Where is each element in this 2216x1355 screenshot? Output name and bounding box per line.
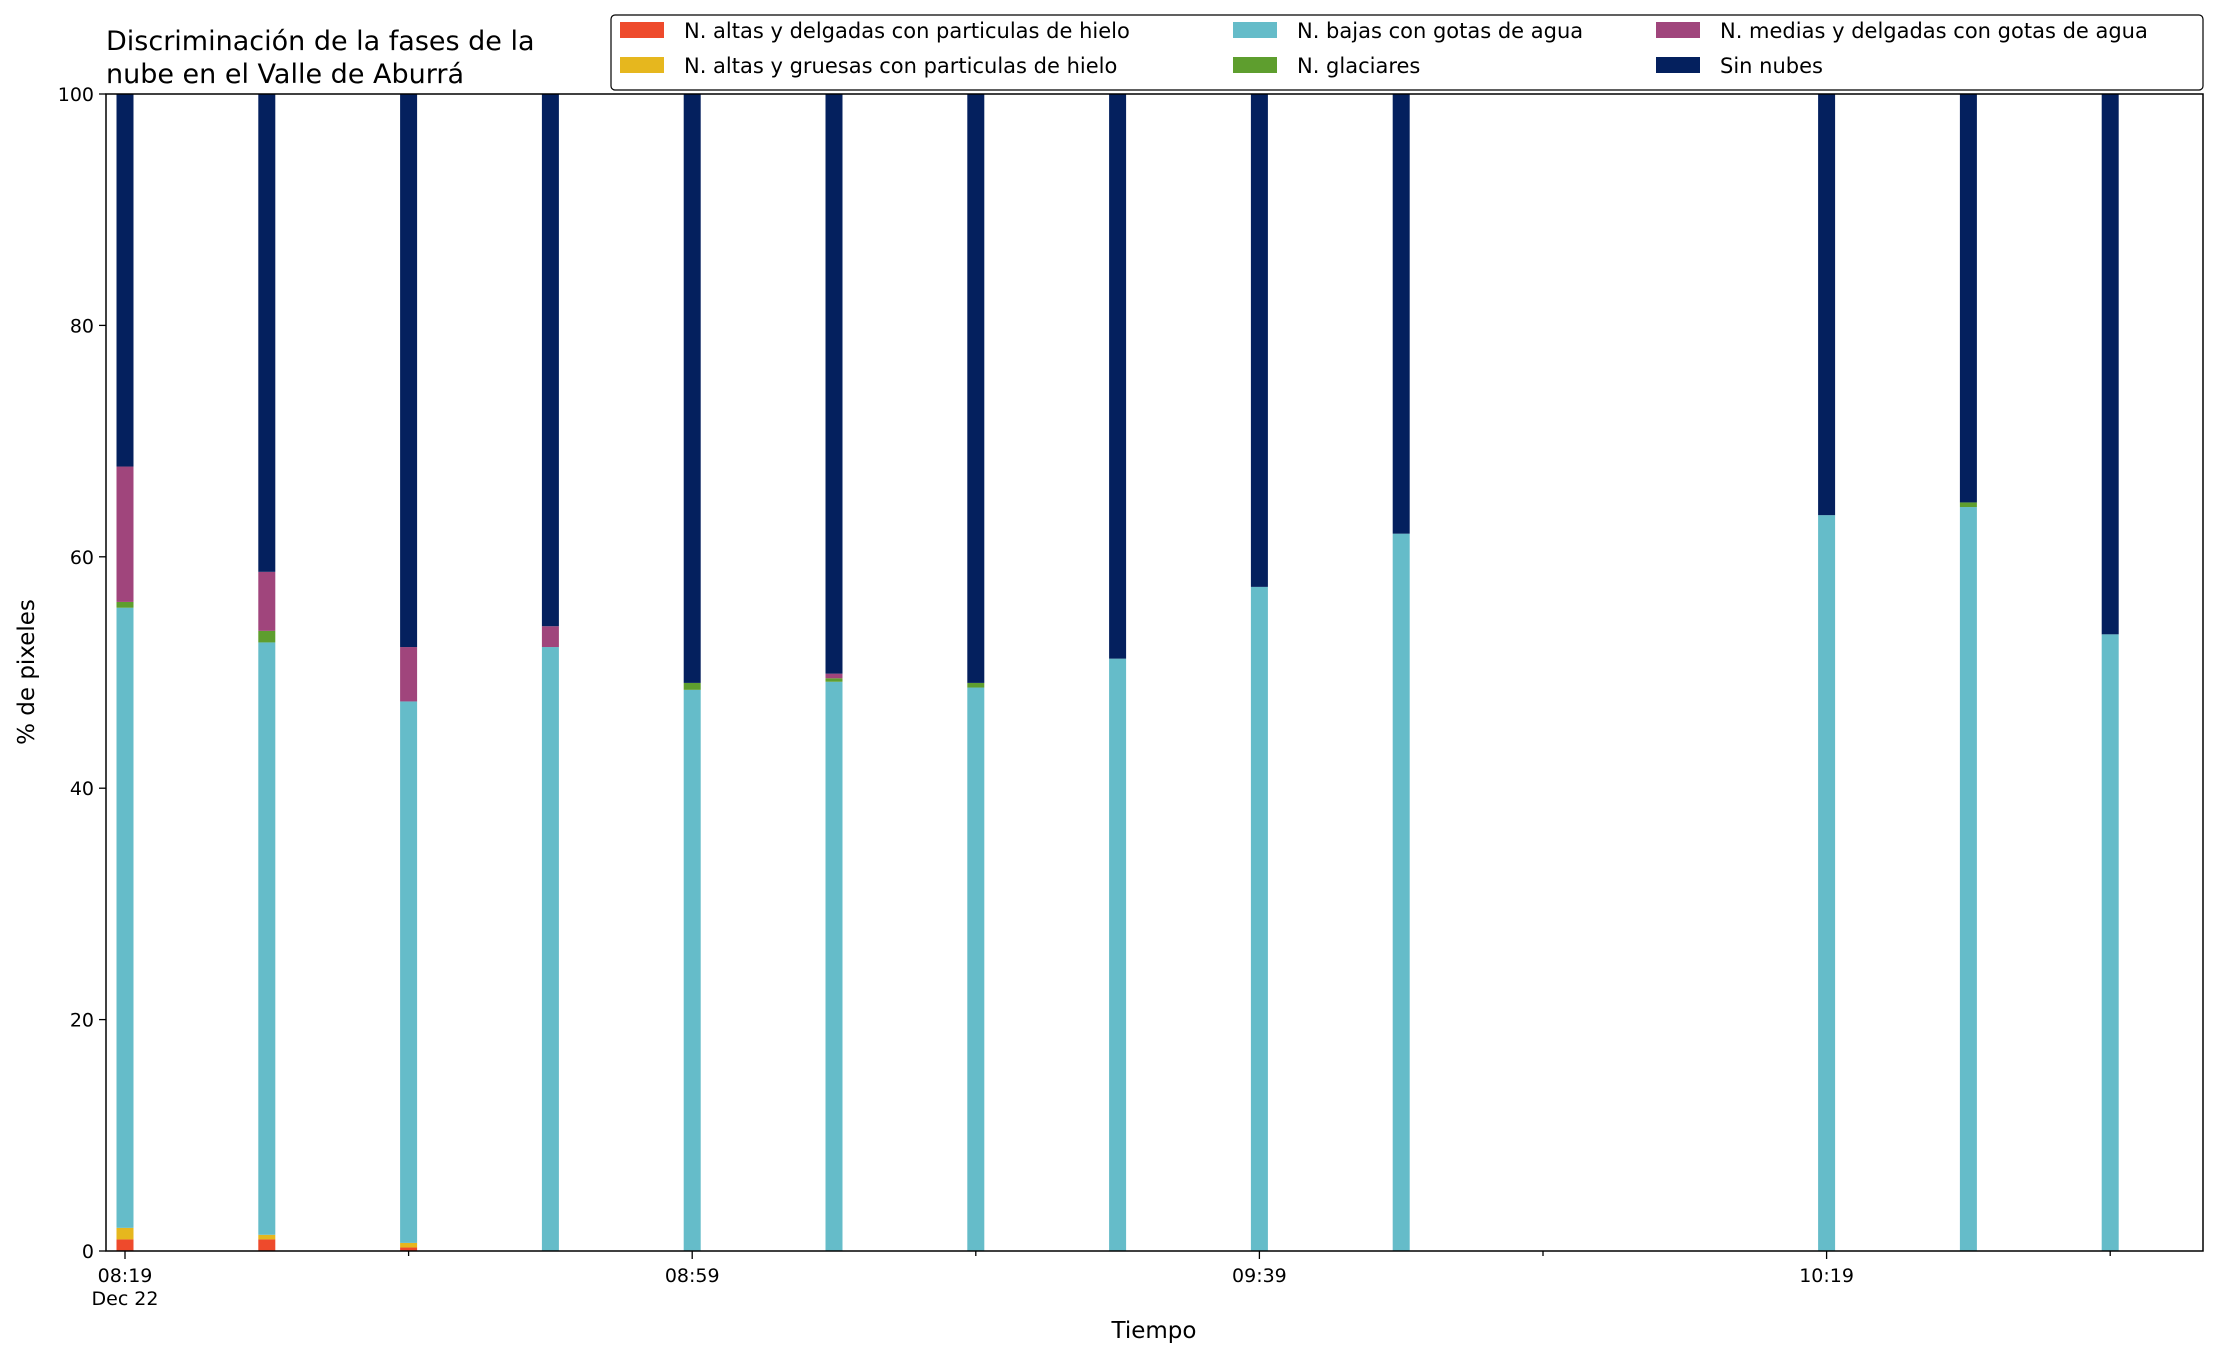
bar-stack-0929 [1109,94,1127,1251]
bar-segment [258,1234,276,1240]
bar-segment [967,682,985,688]
bar-segment [825,94,843,674]
y-tick-label: 80 [70,315,94,337]
bar-segment [1959,94,1977,503]
legend: N. altas y delgadas con particulas de hi… [610,14,2204,91]
legend-item: Sin nubes [1656,54,1823,78]
y-tick-label: 100 [58,84,94,106]
bar-segment [258,1239,276,1251]
legend-label: N. glaciares [1297,54,1420,78]
bar-segment [116,466,134,602]
legend-label: N. bajas con gotas de agua [1297,19,1583,43]
bar-segment [1959,507,1977,1251]
bar-stack-0919 [967,94,985,1251]
x-tick-label: 09:39 [1232,1265,1287,1287]
bar-segment [1392,94,1410,534]
x-tick-label: 08:59 [665,1265,720,1287]
bar-segment [541,626,559,648]
x-tick-label: 08:19 [98,1265,153,1287]
bar-segment [1392,533,1410,1251]
bar-stack-0949 [1392,94,1410,1251]
plot-frame [105,93,2204,1252]
bar-segment [541,94,559,627]
bar-segment [967,94,985,683]
bar-segment [400,647,418,702]
bar-segment [116,1239,134,1251]
bar-segment [400,701,418,1243]
legend-label: N. altas y gruesas con particulas de hie… [684,54,1117,78]
bar-segment [1818,94,1836,516]
chart-title-line-1: Discriminación de la fases de la [106,26,535,57]
bar-segment [1250,586,1268,1251]
y-axis-ticks: 0 20 40 60 80 100 [58,84,106,1263]
bar-segment [116,601,134,608]
bar-segment [825,673,843,679]
bar-stack-1019 [1818,94,1836,1251]
chart-title: Discriminación de la fases de la nube en… [106,26,535,90]
legend-item: N. glaciares [1233,54,1420,78]
bar-segment [116,607,134,1228]
bar-stack-1039 [2101,94,2119,1251]
bar-stack-0939 [1250,94,1268,1251]
chart-title-line-2: nube en el Valle de Aburrá [106,59,464,90]
y-tick-label: 60 [70,547,94,569]
bar-segment [1959,502,1977,508]
bar-segment [2101,94,2119,635]
legend-swatch [1233,22,1277,38]
legend-swatch [1656,22,1700,38]
x-axis-label: Tiempo [1111,1318,1197,1344]
bar-segment [2101,634,2119,1251]
legend-swatch [1233,57,1277,73]
bar-segment [258,642,276,1235]
x-tick-sublabel: Dec 22 [92,1288,159,1310]
bar-segment [1818,515,1836,1251]
bar-segment [400,94,418,648]
legend-label: N. altas y delgadas con particulas de hi… [684,19,1130,43]
legend-item: N. altas y gruesas con particulas de hie… [620,54,1117,78]
bar-segment [116,1227,134,1240]
bar-segment [683,94,701,683]
bar-stack-1029 [1959,94,1977,1251]
bar-segment [683,682,701,690]
bar-segment [258,94,276,572]
bar-segment [258,571,276,631]
y-tick-label: 20 [70,1010,94,1032]
bars-layer [116,94,2119,1251]
legend-swatch [1656,57,1700,73]
legend-item: N. bajas con gotas de agua [1233,19,1583,43]
legend-swatch [620,22,664,38]
bar-segment [116,94,134,467]
y-tick-label: 40 [70,778,94,800]
legend-label: N. medias y delgadas con gotas de agua [1720,19,2148,43]
bar-segment [258,630,276,643]
bar-segment [1109,658,1127,1251]
bar-segment [400,1247,418,1251]
bar-stack-0839 [400,94,418,1251]
legend-frame [610,14,2204,91]
bar-stack-0819 [116,94,134,1251]
bar-segment [541,647,559,1251]
bar-segment [967,687,985,1251]
legend-label: Sin nubes [1720,54,1823,78]
bar-segment [400,1242,418,1248]
y-axis-label: % de pixeles [14,599,40,745]
bar-stack-0849 [541,94,559,1251]
bar-stack-0859 [683,94,701,1251]
bar-segment [1109,94,1127,659]
legend-entries: N. altas y delgadas con particulas de hi… [620,19,2148,78]
legend-item: N. medias y delgadas con gotas de agua [1656,19,2148,43]
bar-segment [1250,94,1268,587]
y-tick-label: 0 [82,1241,94,1263]
legend-item: N. altas y delgadas con particulas de hi… [620,19,1130,43]
bar-segment [825,681,843,1251]
bar-segment [683,689,701,1251]
bar-stack-0829 [258,94,276,1251]
bar-segment [825,678,843,682]
legend-swatch [620,57,664,73]
bar-stack-0909 [825,94,843,1251]
x-tick-label: 10:19 [1799,1265,1854,1287]
